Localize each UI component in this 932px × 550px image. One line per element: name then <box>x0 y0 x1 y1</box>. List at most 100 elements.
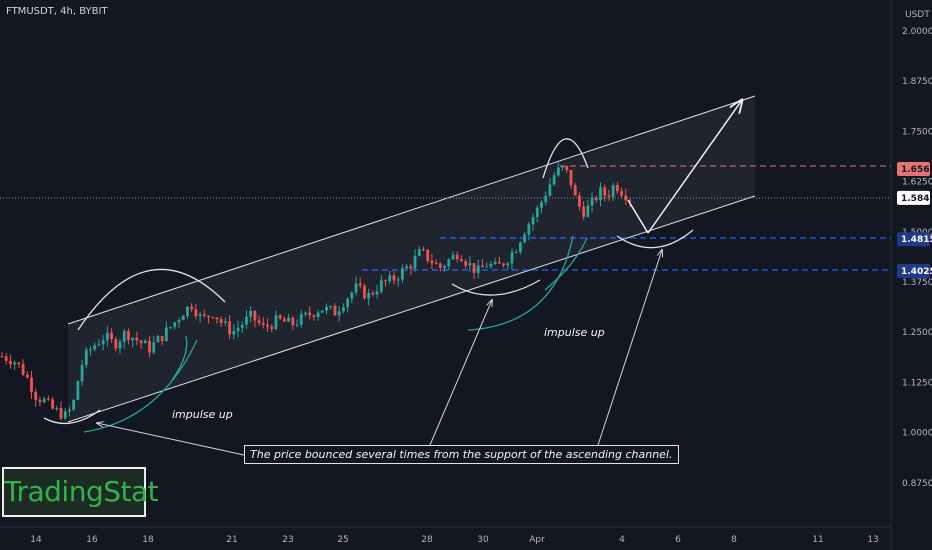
note-pointer-left <box>97 423 245 456</box>
candle-body <box>135 337 139 341</box>
candle-body <box>59 408 63 419</box>
y-tick-label: 0.8750 <box>902 479 932 489</box>
candle-body <box>312 315 316 317</box>
candle-body <box>110 332 113 339</box>
candle-body <box>489 263 493 267</box>
candle-body <box>291 317 295 326</box>
channel-support-line <box>67 195 756 423</box>
candle-body <box>611 185 615 197</box>
candle-body <box>25 374 29 378</box>
candle-body <box>502 263 505 266</box>
time-axis: 14 16 18 21 23 25 28 30 Apr 4 6 8 11 13 <box>30 535 878 545</box>
candle-body <box>388 275 392 282</box>
candle-body <box>346 298 350 308</box>
candle-body <box>341 307 345 312</box>
candle-body <box>55 408 59 410</box>
price-tag-bg <box>897 190 930 205</box>
candle-body <box>80 365 84 382</box>
candle-body <box>76 381 80 401</box>
candle-body <box>485 266 489 268</box>
candle-body <box>257 320 261 324</box>
candle-body <box>30 377 33 392</box>
candle-body <box>160 336 164 341</box>
candles-group <box>0 162 632 421</box>
price-tags: 1.6565 1.5845 1.4815 1.4025 <box>897 161 932 278</box>
candle-body <box>177 320 181 323</box>
candle-body <box>295 324 299 326</box>
candle-body <box>42 398 46 403</box>
candle-body <box>287 317 291 322</box>
x-tick-label: 14 <box>30 535 42 545</box>
price-tag-label: 1.5845 <box>901 194 932 204</box>
candle-body <box>510 252 514 264</box>
candle-body <box>561 165 564 168</box>
price-tag-bg <box>897 232 930 247</box>
candle-body <box>599 187 602 201</box>
candle-body <box>316 312 320 317</box>
bounce-arc-2 <box>451 279 541 296</box>
price-tag-label: 1.4815 <box>901 235 932 245</box>
candle-body <box>628 200 632 202</box>
candle-body <box>274 315 278 330</box>
candle-body <box>219 319 223 323</box>
candle-body <box>308 312 312 316</box>
candle-body <box>422 249 425 251</box>
candle-body <box>396 279 400 281</box>
x-tick-label: 8 <box>731 535 737 545</box>
candle-body <box>198 314 202 317</box>
candle-body <box>253 310 257 321</box>
candle-body <box>223 321 227 323</box>
symbol-label: FTMUSDT, 4h, BYBIT <box>6 6 108 17</box>
candle-body <box>240 324 244 328</box>
candle-body <box>544 195 548 203</box>
candle-body <box>363 285 366 299</box>
x-tick-label: 28 <box>421 535 433 545</box>
x-tick-label: 16 <box>86 535 98 545</box>
x-tick-label: 23 <box>282 535 293 545</box>
x-tick-label: 21 <box>226 535 237 545</box>
candle-body <box>278 315 282 319</box>
candle-body <box>211 317 215 319</box>
candle-body <box>114 338 118 349</box>
bounce-arc-1 <box>43 409 101 425</box>
candle-body <box>405 266 409 269</box>
candle-body <box>21 364 25 375</box>
y-tick-label: 1.7500 <box>902 127 932 137</box>
candle-body <box>46 398 50 400</box>
candle-body <box>325 306 328 311</box>
candle-body <box>417 249 421 256</box>
candle-body <box>354 283 358 293</box>
candle-body <box>148 340 151 353</box>
candle-body <box>63 411 67 419</box>
channel-resistance-line <box>67 95 756 325</box>
x-tick-label: 6 <box>675 535 681 545</box>
candle-body <box>333 306 337 316</box>
top-arc-1 <box>77 268 226 331</box>
candle-body <box>371 293 375 295</box>
candle-body <box>413 255 417 269</box>
candle-body <box>261 323 265 325</box>
x-tick-label: 11 <box>812 535 823 545</box>
y-tick-label: 1.3750 <box>902 278 932 288</box>
candle-body <box>497 261 501 264</box>
candle-body <box>615 185 619 192</box>
candle-body <box>118 341 122 349</box>
impulse-curve-4 <box>544 237 588 291</box>
candle-body <box>194 309 198 317</box>
candle-body <box>392 275 396 281</box>
candle-body <box>299 314 303 325</box>
candle-body <box>481 265 484 268</box>
candle-body <box>97 344 101 346</box>
candle-body <box>13 362 17 365</box>
candle-body <box>506 263 510 266</box>
brand-logo: TradingStat <box>2 467 159 517</box>
candle-body <box>139 340 143 344</box>
impulse-curve-2 <box>171 335 188 381</box>
candle-body <box>143 340 147 344</box>
candle-body <box>379 280 383 292</box>
price-tag-label: 1.4025 <box>901 267 932 277</box>
candle-body <box>202 314 206 316</box>
candle-body <box>38 399 42 403</box>
note-box: The price bounced several times from the… <box>244 445 679 464</box>
price-tag-bg <box>897 263 930 278</box>
